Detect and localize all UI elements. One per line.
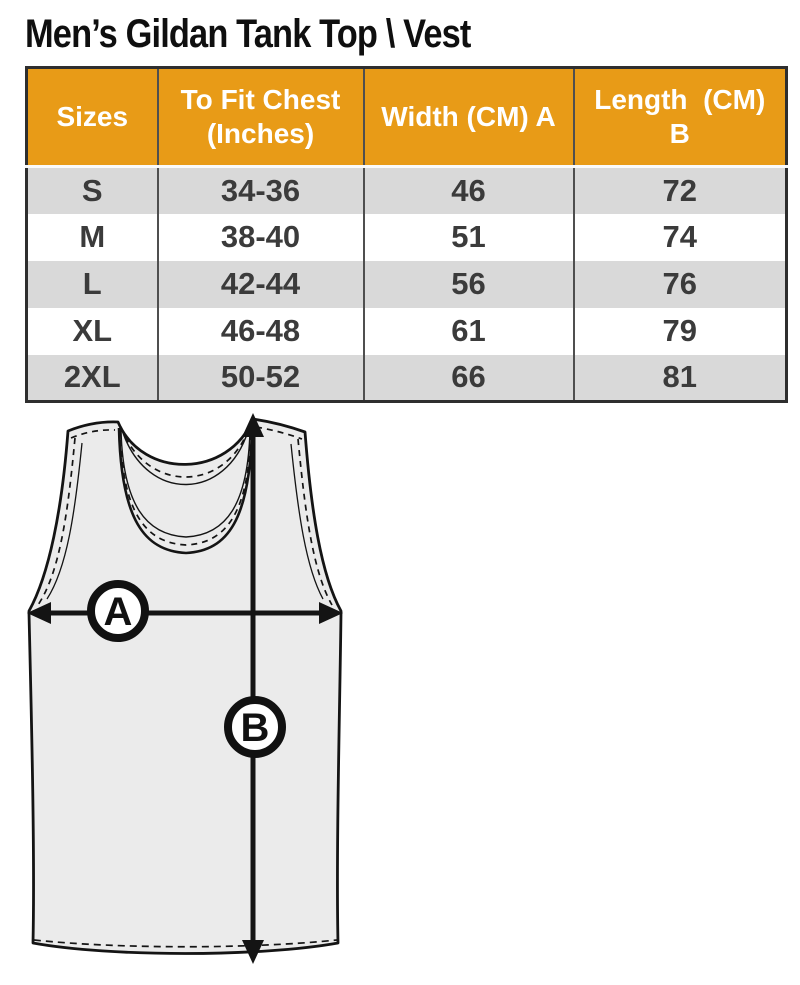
hem-stitch-line — [33, 939, 338, 948]
front-neck-outer-edge — [117, 427, 254, 555]
page-title: Men’s Gildan Tank Top \ Vest — [25, 12, 471, 56]
back-neck-stitch-line — [120, 424, 251, 478]
cell-chest: 34-36 — [156, 166, 364, 214]
left-strap-stitch-line — [70, 429, 116, 439]
cell-length: 79 — [572, 307, 787, 355]
table-row: 2XL 50-52 66 81 — [26, 354, 787, 402]
length-arrow — [242, 413, 264, 964]
left-armhole-inner-edge — [46, 442, 83, 600]
tank-body-outline — [27, 417, 343, 955]
cell-chest: 38-40 — [156, 213, 364, 261]
cell-width: 61 — [362, 307, 574, 355]
right-strap-stitch-line — [255, 426, 303, 440]
cell-width: 46 — [362, 166, 574, 214]
table-row: L 42-44 56 76 — [26, 260, 787, 308]
left-armhole-stitch-line — [37, 437, 76, 606]
cell-width: 66 — [362, 354, 574, 402]
right-armhole-stitch-line — [297, 438, 333, 606]
cell-size: XL — [26, 307, 158, 355]
size-chart-table: Sizes To Fit Chest (Inches) Width (CM) A… — [25, 66, 788, 403]
cell-length: 81 — [572, 354, 787, 402]
header-length: Length (CM) B — [572, 67, 787, 168]
cell-length: 72 — [572, 166, 787, 214]
front-neck-inner-edge — [120, 429, 251, 538]
length-marker-label: B — [241, 706, 270, 750]
right-armhole-inner-edge — [290, 443, 324, 600]
cell-length: 74 — [572, 213, 787, 261]
table-header-row: Sizes To Fit Chest (Inches) Width (CM) A… — [26, 67, 787, 168]
width-marker-label: A — [104, 590, 133, 634]
width-arrow — [27, 602, 343, 624]
cell-size: 2XL — [26, 354, 158, 402]
cell-size: L — [26, 260, 158, 308]
cell-chest: 46-48 — [156, 307, 364, 355]
header-width: Width (CM) A — [362, 67, 574, 168]
width-marker-badge: A — [87, 580, 149, 642]
cell-width: 51 — [362, 213, 574, 261]
header-sizes: Sizes — [26, 67, 158, 168]
cell-width: 56 — [362, 260, 574, 308]
cell-size: M — [26, 213, 158, 261]
front-neck-stitch-line — [119, 428, 252, 546]
table-row: XL 46-48 61 79 — [26, 307, 787, 355]
tank-top-illustration: A B — [27, 413, 343, 964]
tank-top-diagram: A B — [0, 400, 400, 985]
cell-chest: 42-44 — [156, 260, 364, 308]
header-chest: To Fit Chest (Inches) — [156, 67, 364, 168]
cell-chest: 50-52 — [156, 354, 364, 402]
table-row: S 34-36 46 72 — [26, 166, 787, 214]
cell-length: 76 — [572, 260, 787, 308]
back-neck-inner-edge — [122, 430, 249, 486]
table-row: M 38-40 51 74 — [26, 213, 787, 261]
cell-size: S — [26, 166, 158, 214]
length-marker-badge: B — [224, 696, 286, 758]
